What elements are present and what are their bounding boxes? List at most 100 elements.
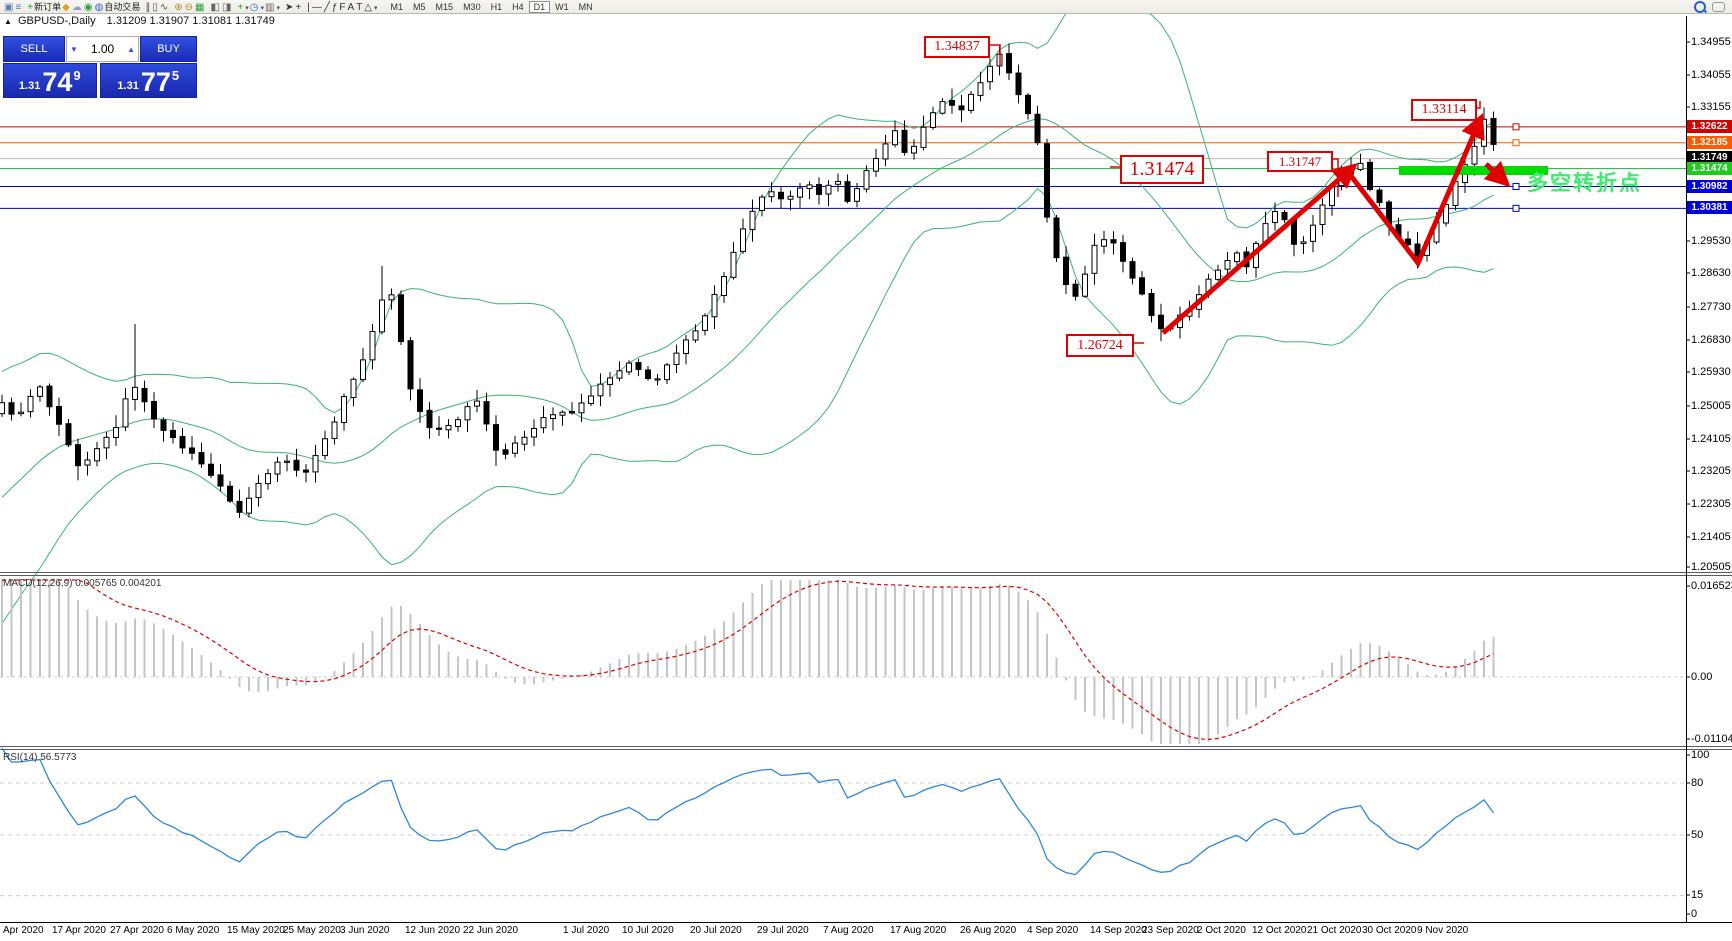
rsi-tick[interactable]: 50 bbox=[1691, 829, 1704, 841]
date-tick[interactable]: 17 Aug 2020 bbox=[890, 925, 947, 936]
rsi-tick[interactable]: 100 bbox=[1691, 749, 1710, 761]
macd-tick[interactable]: 0.00 bbox=[1691, 671, 1713, 683]
chart-canvas[interactable]: ▲ GBPUSD-,Daily 1.31209 1.31907 1.31081 … bbox=[0, 14, 1732, 941]
timeframe-w1[interactable]: W1 bbox=[555, 1, 569, 12]
date-tick[interactable]: 20 Jul 2020 bbox=[690, 925, 742, 936]
price-tick[interactable]: 1.23205 bbox=[1691, 465, 1731, 477]
annotation-price-label[interactable]: 1.33114 bbox=[1411, 99, 1477, 121]
annotation-price-label[interactable]: 1.34837 bbox=[924, 36, 990, 58]
arrows-icon[interactable]: △ bbox=[364, 1, 372, 13]
date-tick[interactable]: 23 Sep 2020 bbox=[1142, 925, 1199, 936]
indicators-icon-caret[interactable]: ▾ bbox=[245, 4, 249, 12]
annotation-price-label[interactable]: 1.26724 bbox=[1066, 334, 1134, 357]
cloud-icon[interactable]: ☁ bbox=[71, 1, 82, 13]
timeframe-m15[interactable]: M15 bbox=[435, 1, 454, 12]
date-tick[interactable]: 21 Oct 2020 bbox=[1307, 925, 1362, 936]
timeframe-h4[interactable]: H4 bbox=[512, 1, 524, 12]
date-tick[interactable]: 12 Jun 2020 bbox=[405, 925, 461, 936]
price-tick[interactable]: 1.21405 bbox=[1691, 531, 1731, 543]
vline-icon[interactable]: | bbox=[307, 1, 310, 13]
price-tick[interactable]: 1.27730 bbox=[1691, 301, 1731, 313]
volume-field[interactable]: ▼ 1.00 ▲ bbox=[66, 36, 139, 62]
auto-arrange-icon[interactable]: ◧ bbox=[210, 1, 220, 13]
date-tick[interactable]: 25 May 2020 bbox=[283, 925, 341, 936]
autotrade-icon[interactable]: ◍ bbox=[94, 1, 104, 13]
pane-separator[interactable] bbox=[0, 575, 1732, 576]
cascade-icon[interactable]: ◨ bbox=[221, 1, 232, 13]
templates-icon[interactable]: ▥ bbox=[265, 1, 275, 13]
periods-icon-caret[interactable]: ▾ bbox=[260, 4, 264, 12]
search-icon[interactable] bbox=[1694, 0, 1706, 13]
timeframe-m30[interactable]: M30 bbox=[463, 1, 481, 12]
fibo-icon[interactable]: ƒ bbox=[331, 1, 338, 13]
date-tick[interactable]: 4 Sep 2020 bbox=[1027, 925, 1079, 936]
autotrade-label[interactable]: 自动交易 bbox=[104, 1, 141, 12]
new-order-plus-icon[interactable]: + bbox=[27, 1, 34, 13]
price-tick[interactable]: 1.20505 bbox=[1691, 561, 1731, 573]
zoom-in-icon[interactable]: ⊕ bbox=[174, 1, 183, 13]
price-tick[interactable]: 1.28630 bbox=[1691, 267, 1731, 279]
arrows-icon-caret[interactable]: ▾ bbox=[374, 4, 378, 12]
volume-up-icon[interactable]: ▲ bbox=[127, 44, 135, 54]
pane-separator[interactable] bbox=[0, 749, 1732, 750]
text-icon[interactable]: A bbox=[347, 1, 355, 13]
price-tick[interactable]: 1.34955 bbox=[1691, 36, 1731, 48]
fibo-expansion-icon[interactable]: F bbox=[339, 1, 346, 13]
price-tick[interactable]: 1.33155 bbox=[1691, 101, 1731, 113]
date-tick[interactable]: Apr 2020 bbox=[3, 925, 44, 936]
price-tick[interactable]: 1.25930 bbox=[1691, 366, 1731, 378]
signals-icon[interactable]: ◉ bbox=[83, 1, 93, 13]
pane-separator[interactable] bbox=[0, 746, 1732, 747]
sell-button[interactable]: SELL bbox=[3, 36, 65, 62]
macd-tick[interactable]: -0.011044 bbox=[1691, 733, 1732, 745]
volume-value[interactable]: 1.00 bbox=[90, 42, 115, 56]
volume-down-icon[interactable]: ▼ bbox=[70, 44, 78, 54]
date-tick[interactable]: 12 Oct 2020 bbox=[1252, 925, 1307, 936]
text-label-icon[interactable]: T bbox=[356, 1, 363, 13]
rsi-tick[interactable]: 15 bbox=[1691, 889, 1704, 901]
timeframe-d1[interactable]: D1 bbox=[528, 0, 551, 13]
timeframe-m1[interactable]: M1 bbox=[390, 1, 404, 12]
date-tick[interactable]: 14 Sep 2020 bbox=[1090, 925, 1147, 936]
pane-separator[interactable] bbox=[0, 572, 1732, 573]
line-chart-icon[interactable]: ∿ bbox=[159, 1, 169, 13]
price-tick[interactable]: 1.26830 bbox=[1691, 334, 1731, 346]
rsi-tick[interactable]: 0 bbox=[1691, 908, 1698, 920]
new-order-label[interactable]: 新订单 bbox=[34, 1, 62, 12]
tile-windows-icon[interactable]: ▦ bbox=[195, 1, 205, 13]
sell-price-button[interactable]: 1.31 74 9 bbox=[3, 63, 97, 98]
chat-icon[interactable] bbox=[1712, 1, 1725, 12]
date-tick[interactable]: 27 Apr 2020 bbox=[110, 925, 164, 936]
date-tick[interactable]: 1 Jul 2020 bbox=[563, 925, 610, 936]
buy-price-button[interactable]: 1.31 77 5 bbox=[99, 63, 197, 98]
annotation-price-label[interactable]: 1.31747 bbox=[1267, 151, 1333, 172]
timeframe-h1[interactable]: H1 bbox=[490, 1, 503, 12]
metaeditor-icon[interactable]: ◆ bbox=[62, 1, 70, 13]
rsi-tick[interactable]: 80 bbox=[1691, 777, 1704, 789]
new-chart-icon[interactable]: ▣ bbox=[4, 1, 14, 13]
periods-icon[interactable]: ◷ bbox=[249, 1, 259, 13]
crosshair-icon[interactable]: + bbox=[295, 1, 302, 13]
oneclick-collapse-icon[interactable]: ▲ bbox=[4, 17, 12, 26]
date-tick[interactable]: 6 May 2020 bbox=[167, 925, 220, 936]
date-tick[interactable]: 17 Apr 2020 bbox=[52, 925, 106, 936]
indicators-icon[interactable]: + bbox=[237, 1, 244, 13]
date-tick[interactable]: 3 Jun 2020 bbox=[340, 925, 390, 936]
timeframe-mn[interactable]: MN bbox=[578, 1, 593, 12]
date-tick[interactable]: 30 Oct 2020 bbox=[1362, 925, 1417, 936]
date-tick[interactable]: 7 Aug 2020 bbox=[823, 925, 874, 936]
market-watch-icon[interactable]: ≡ bbox=[15, 1, 22, 13]
hline-icon[interactable]: — bbox=[311, 1, 322, 13]
price-tick[interactable]: 1.25005 bbox=[1691, 400, 1731, 412]
candlestick-icon[interactable]: ▯ bbox=[152, 1, 158, 13]
price-tick[interactable]: 1.24105 bbox=[1691, 433, 1731, 445]
macd-tick[interactable]: 0.016523 bbox=[1691, 580, 1732, 592]
date-tick[interactable]: 10 Jul 2020 bbox=[622, 925, 674, 936]
date-tick[interactable]: 15 May 2020 bbox=[227, 925, 285, 936]
price-tick[interactable]: 1.29530 bbox=[1691, 235, 1731, 247]
bar-chart-icon[interactable]: ∥ bbox=[145, 1, 151, 13]
timeframe-m5[interactable]: M5 bbox=[413, 1, 426, 12]
cursor-icon[interactable]: ➤ bbox=[284, 1, 294, 13]
trendline-icon[interactable]: ╱ bbox=[323, 1, 330, 13]
zoom-out-icon[interactable]: ⊖ bbox=[184, 1, 194, 13]
